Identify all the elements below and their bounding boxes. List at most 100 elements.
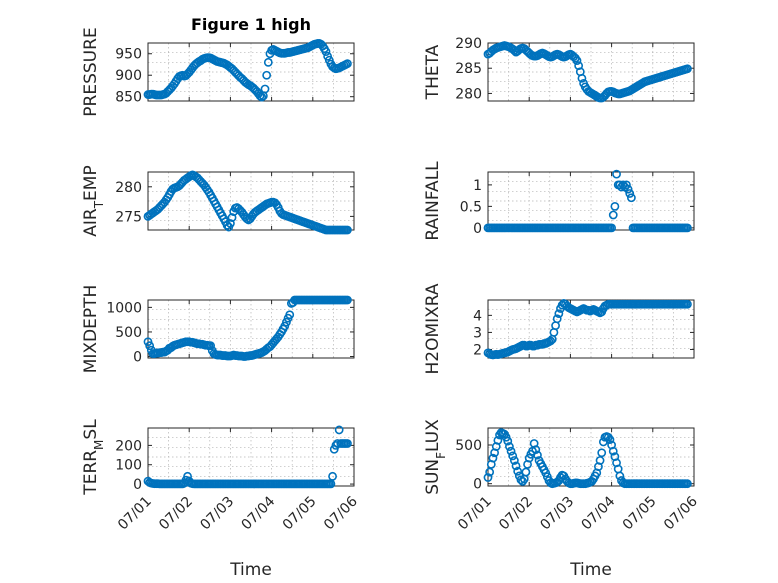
x-tick-label: 07/04 xyxy=(579,493,619,533)
data-point xyxy=(572,56,582,66)
data-series xyxy=(483,41,692,103)
data-point xyxy=(183,471,192,481)
y-axis-label: TERRMSL xyxy=(81,419,106,496)
y-tick-label: 850 xyxy=(115,90,142,106)
y-axis-label: PRESSURE xyxy=(81,27,101,116)
x-tick-label: 07/05 xyxy=(620,494,660,534)
y-tick-label: 900 xyxy=(115,68,142,84)
data-point xyxy=(595,456,605,465)
subplot-3: 275 280 AIRTEMP xyxy=(81,165,355,237)
y-tick-label: 280 xyxy=(455,86,482,102)
data-point xyxy=(521,467,531,477)
y-axis-label: MIXDEPTH xyxy=(81,285,101,374)
y-tick-label: 0 xyxy=(133,350,142,366)
axes-frame xyxy=(487,299,695,359)
data-point xyxy=(483,473,493,482)
data-series xyxy=(143,295,352,361)
x-tick-label: 07/05 xyxy=(280,494,320,534)
data-point xyxy=(485,467,495,477)
x-axis-label: Time xyxy=(569,560,612,580)
data-point xyxy=(577,73,587,83)
grid xyxy=(488,172,694,230)
data-point xyxy=(626,193,636,203)
data-point xyxy=(343,295,352,305)
data-series xyxy=(483,169,692,233)
x-tick-label: 07/01 xyxy=(455,494,495,534)
data-point xyxy=(227,213,237,222)
x-axis-label: Time xyxy=(229,560,272,580)
data-point xyxy=(683,299,692,309)
data-point xyxy=(513,466,523,476)
y-tick-label: 0.5 xyxy=(460,199,482,215)
subplot-8: 0 500 07/01 07/02 07/03 07/04 07/05 07/06 SUNFLU… xyxy=(423,419,701,580)
x-tick-label: 07/01 xyxy=(115,494,155,534)
data-point xyxy=(511,461,521,471)
data-point xyxy=(618,180,628,190)
data-point xyxy=(285,310,295,320)
data-point xyxy=(533,450,542,460)
subplot-6: 234 H2OMIXRA xyxy=(423,283,695,375)
data-series xyxy=(143,425,352,489)
figure-title: Figure 1 high xyxy=(191,15,311,34)
axes-frame xyxy=(147,42,355,102)
data-point xyxy=(206,341,216,351)
y-tick-label: 100 xyxy=(115,458,142,474)
data-point xyxy=(608,210,618,220)
y-tick-label: 200 xyxy=(115,438,142,454)
y-tick-label: 4 xyxy=(473,308,482,324)
data-point xyxy=(683,479,692,489)
y-axis-label: H2OMIXRA xyxy=(423,283,443,374)
grid xyxy=(148,300,354,358)
y-tick-label: 0 xyxy=(473,221,482,237)
subplot-1: 850 900 950 PRESSURE xyxy=(81,27,355,117)
data-point xyxy=(610,201,620,211)
data-point xyxy=(531,445,541,455)
data-point xyxy=(505,442,514,451)
data-point xyxy=(623,184,633,194)
data-point xyxy=(343,59,352,69)
subplot-7: 0 100 200 07/01 07/02 07/03 07/04 07/05 07/06 TER… xyxy=(81,419,361,580)
data-point xyxy=(145,341,155,351)
data-point xyxy=(242,214,252,224)
data-point xyxy=(334,425,344,435)
data-point xyxy=(493,435,503,445)
y-tick-label: 0 xyxy=(473,477,482,493)
data-point xyxy=(615,471,625,481)
data-point xyxy=(597,448,607,458)
data-point xyxy=(321,47,331,56)
data-point xyxy=(260,84,270,94)
data-point xyxy=(607,223,616,233)
data-point xyxy=(608,446,618,456)
y-tick-label: 280 xyxy=(115,180,142,196)
data-point xyxy=(605,435,615,444)
x-tick-label: 07/03 xyxy=(197,494,237,534)
data-point xyxy=(552,314,562,324)
y-tick-label: 500 xyxy=(455,438,482,454)
y-tick-label: 500 xyxy=(115,325,142,341)
grid xyxy=(488,300,694,358)
data-series xyxy=(143,39,352,102)
y-axis-label: AIRTEMP xyxy=(81,165,106,236)
data-point xyxy=(328,471,337,481)
y-tick-label: 950 xyxy=(115,47,142,63)
y-tick-label: 290 xyxy=(455,36,482,52)
y-tick-label: 285 xyxy=(455,61,482,77)
data-point xyxy=(622,180,631,190)
y-tick-label: 0 xyxy=(133,477,142,493)
y-tick-label: 1 xyxy=(473,178,482,194)
y-axis-label: THETA xyxy=(423,44,443,100)
y-tick-label: 1000 xyxy=(106,300,142,316)
x-tick-label: 07/02 xyxy=(496,494,536,534)
data-point xyxy=(503,436,513,446)
subplot-2: 280 285 290 THETA xyxy=(423,36,695,103)
data-point xyxy=(509,456,519,465)
axes-frame xyxy=(487,42,695,102)
y-tick-label: 275 xyxy=(115,209,142,225)
y-axis-label: RAINFALL xyxy=(423,161,443,241)
subplot-5: 0 500 1000 MIXDEPTH xyxy=(81,285,355,374)
data-series xyxy=(483,299,692,360)
data-point xyxy=(683,64,692,74)
data-point xyxy=(508,451,518,461)
axes-frame xyxy=(147,171,355,231)
